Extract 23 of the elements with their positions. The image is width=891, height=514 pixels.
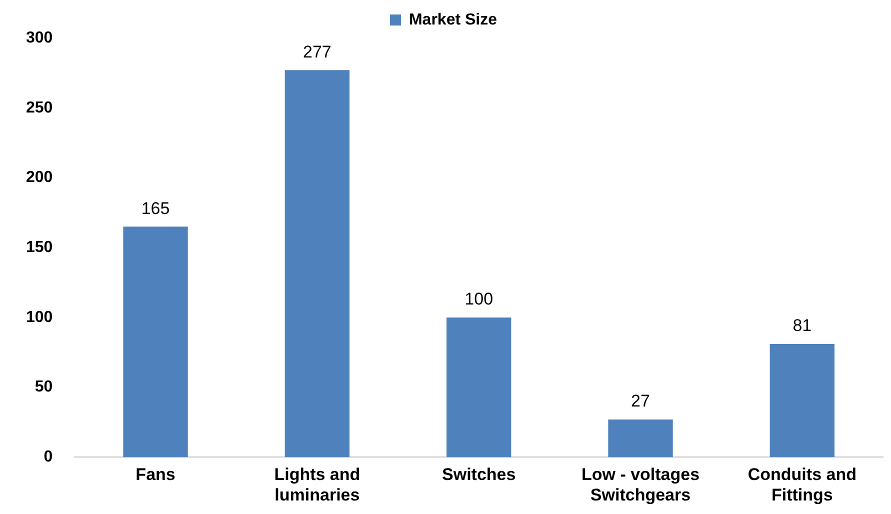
x-tick-label: Fans [136, 465, 176, 484]
bar [284, 70, 350, 458]
data-label: 27 [631, 392, 650, 411]
data-label: 277 [303, 42, 332, 62]
y-tick-label: 50 [34, 378, 53, 396]
data-label: 100 [464, 290, 494, 309]
x-tick-label: Switches [442, 465, 516, 484]
bar [123, 226, 188, 458]
bar [770, 344, 834, 458]
x-tick-label: Low - voltages Switchgears [581, 465, 700, 504]
x-tick-label: Lights and luminaries [274, 465, 360, 504]
legend-label: Market Size [408, 11, 498, 28]
y-tick-label: 0 [44, 448, 53, 466]
y-tick-label: 300 [26, 29, 53, 46]
bar [608, 419, 673, 458]
y-tick-label: 200 [26, 169, 53, 186]
y-tick-label: 250 [26, 99, 53, 116]
data-label: 165 [141, 198, 170, 218]
data-label: 81 [792, 316, 812, 336]
y-tick-label: 150 [26, 239, 53, 256]
bar [446, 317, 512, 458]
x-tick-label: Conduits and Fittings [748, 465, 856, 504]
y-tick-label: 100 [26, 308, 53, 326]
